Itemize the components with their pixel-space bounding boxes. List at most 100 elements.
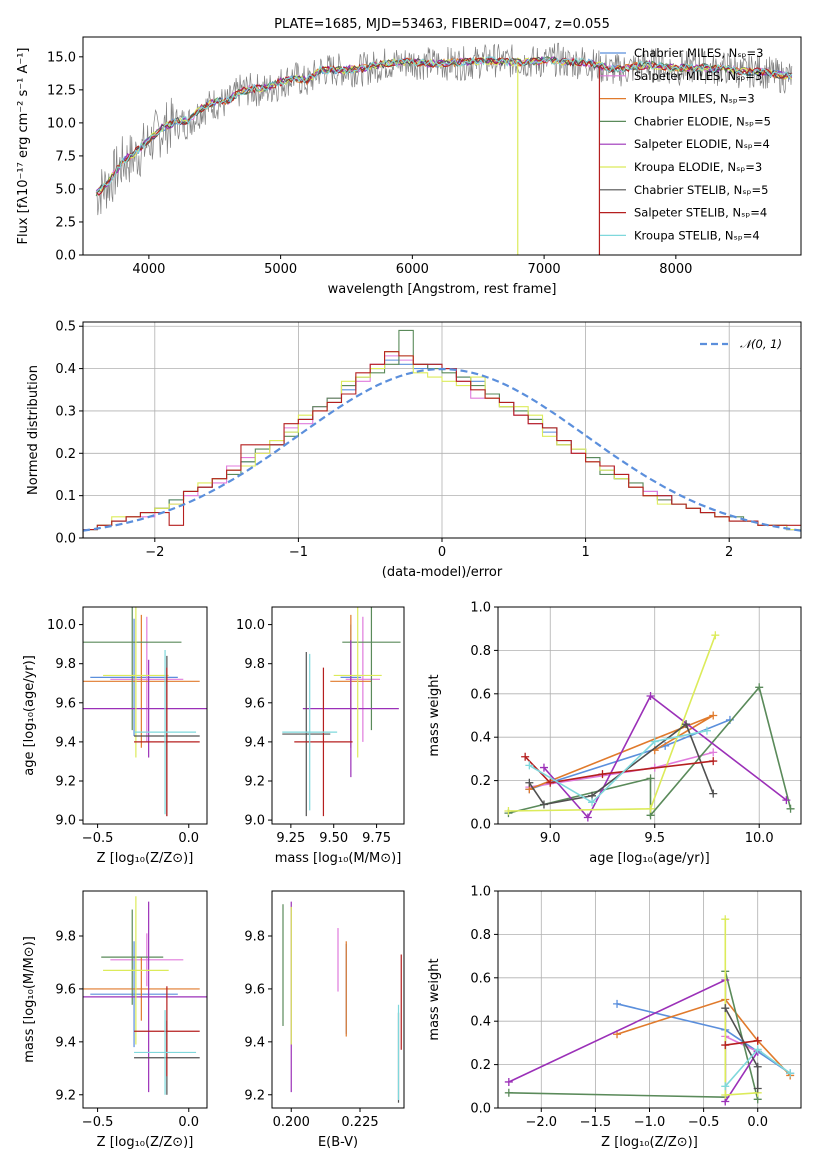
weight-marker-kroupa_stelib <box>721 1082 730 1091</box>
weight-z-xtick-label: −1.5 <box>580 1115 612 1130</box>
spectrum-frame <box>82 36 802 256</box>
weight-marker-salpeter_miles <box>709 748 718 757</box>
legend-label-kroupa_elodie: Kroupa ELODIE, Nₛₚ=3 <box>634 160 762 174</box>
legend-label-chabrier_elodie: Chabrier ELODIE, Nₛₚ=5 <box>634 114 771 128</box>
spectrum-ytick-label: 0.0 <box>55 249 76 264</box>
weight-marker-kroupa_stelib <box>753 1045 762 1054</box>
histogram-kroupa_elodie <box>83 351 801 538</box>
weight-age-xtick-label: 9.5 <box>644 831 665 846</box>
weight-age-ytick-label: 0.4 <box>470 731 491 746</box>
weight-line-salpeter_elodie <box>543 694 787 819</box>
age-mass-ytick-label: 10.0 <box>236 618 265 633</box>
legend-label-kroupa_stelib: Kroupa STELIB, Nₛₚ=4 <box>634 228 760 242</box>
model-line-kroupa_stelib <box>95 56 793 193</box>
residuals-xtick-label: 0 <box>438 545 446 560</box>
weight-marker-chabrier_elodie <box>504 1088 513 1097</box>
residual-plot <box>83 329 801 538</box>
age-z-ytick-label: 9.4 <box>55 735 76 750</box>
residuals-xtick-label: −1 <box>289 545 308 560</box>
age-mass-plot <box>282 607 401 817</box>
weight-marker-kroupa_stelib <box>786 1069 795 1078</box>
residuals-ytick-label: 0.1 <box>55 489 76 504</box>
weight-z-frame <box>497 890 802 1109</box>
weight-age-xtick-label: 10.0 <box>745 831 774 846</box>
residuals-xtick-label: 1 <box>581 545 589 560</box>
spectrum-xtick-label: 8000 <box>659 262 692 277</box>
residuals-xtick-label: −2 <box>145 545 164 560</box>
weight-z-ytick-label: 0.0 <box>470 1102 491 1117</box>
mass-z-ytick-label: 9.6 <box>55 982 76 997</box>
spectrum-ytick-label: 5.0 <box>55 182 76 197</box>
legend-label-salpeter_miles: Salpeter MILES, Nₛₚ=3 <box>634 69 762 83</box>
weight-age-ytick-label: 0.8 <box>470 644 491 659</box>
spectrum-ytick-label: 7.5 <box>55 149 76 164</box>
legend-label-chabrier_miles: Chabrier MILES, Nₛₚ=3 <box>634 46 763 60</box>
residuals-ytick-label: 0.4 <box>55 362 76 377</box>
spectrum-xtick-label: 7000 <box>528 262 561 277</box>
weight-age-ytick-label: 0.2 <box>470 774 491 789</box>
weight-line-salpeter_elodie <box>508 978 759 1105</box>
weight-age-ytick-label: 0.6 <box>470 687 491 702</box>
weight-marker-kroupa_elodie <box>711 631 720 640</box>
weight-line-salpeter_miles <box>724 1035 759 1053</box>
weight-z-ytick-label: 1.0 <box>470 885 491 900</box>
weight-marker-salpeter_stelib <box>709 757 718 766</box>
mass-z-xtick-label: 0.0 <box>178 1115 199 1130</box>
age-mass-ytick-label: 9.8 <box>244 657 265 672</box>
weight-marker-salpeter_stelib <box>721 1041 730 1050</box>
age-z-ylabel: age [log₁₀(age/yr)] <box>22 655 37 776</box>
weight-marker-chabrier_elodie <box>786 804 795 813</box>
weight-z-ytick-label: 0.8 <box>470 928 491 943</box>
weight-z-xtick-label: −1.0 <box>634 1115 666 1130</box>
residuals-ytick-label: 0.3 <box>55 404 76 419</box>
weight-marker-salpeter_elodie <box>782 796 791 805</box>
normal-curve <box>83 367 801 532</box>
weight-marker-kroupa_miles <box>709 711 718 720</box>
weight-line-chabrier_elodie <box>508 971 759 1100</box>
residuals-ytick-label: 0.5 <box>55 320 76 335</box>
spectrum-ytick-label: 10.0 <box>47 116 76 131</box>
weight-marker-chabrier_stelib <box>721 1004 730 1013</box>
weight-marker-chabrier_elodie <box>646 774 655 783</box>
mass-ebv-ytick-label: 9.4 <box>244 1035 265 1050</box>
weight-marker-chabrier_stelib <box>682 720 691 729</box>
weight-z-xlabel: Z [log₁₀(Z/Z⊙)] <box>601 1135 698 1150</box>
age-mass-frame <box>271 606 405 825</box>
model-line-salpeter_stelib <box>95 57 793 196</box>
weight-line-chabrier_miles <box>529 719 731 791</box>
weight-marker-salpeter_stelib <box>521 752 530 761</box>
weight-marker-salpeter_stelib <box>753 1036 762 1045</box>
spectrum-ytick-label: 2.5 <box>55 215 76 230</box>
age-mass-xtick-label: 9.50 <box>319 831 348 846</box>
age-z-ytick-label: 9.8 <box>55 657 76 672</box>
weight-marker-kroupa_stelib <box>588 798 597 807</box>
weight-z-ylabel: mass weight <box>427 958 442 1040</box>
weight-marker-chabrier_elodie <box>755 683 764 692</box>
residuals-ytick-label: 0.2 <box>55 447 76 462</box>
weight-age-plot <box>504 631 795 822</box>
weight-line-kroupa_miles <box>616 998 791 1077</box>
weight-marker-kroupa_stelib <box>650 737 659 746</box>
mass-z-plot <box>83 896 207 1095</box>
age-z-frame <box>82 606 208 825</box>
weight-z-xtick-label: 0.0 <box>747 1115 768 1130</box>
residuals-xlabel: (data-model)/error <box>382 565 503 580</box>
weight-age-ytick-label: 0.0 <box>470 818 491 833</box>
age-z-xtick-label: −0.5 <box>82 831 114 846</box>
mass-z-xtick-label: −0.5 <box>82 1115 114 1130</box>
data-spectrum-line <box>95 42 793 216</box>
weight-marker-chabrier_stelib <box>753 1084 762 1093</box>
weight-marker-salpeter_elodie <box>504 1077 513 1086</box>
age-mass-ytick-label: 9.0 <box>244 814 265 829</box>
mass-ebv-xlabel: E(B-V) <box>318 1135 358 1150</box>
mass-ebv-plot <box>282 901 402 1103</box>
age-z-xtick-label: 0.0 <box>178 831 199 846</box>
mass-ebv-frame <box>271 890 405 1109</box>
weight-age-ytick-label: 1.0 <box>470 601 491 616</box>
age-z-ytick-label: 9.6 <box>55 696 76 711</box>
mass-ebv-ytick-label: 9.2 <box>244 1088 265 1103</box>
age-mass-xtick-label: 9.25 <box>276 831 305 846</box>
age-mass-xtick-label: 9.75 <box>362 831 391 846</box>
spectrum-ytick-label: 12.5 <box>47 83 76 98</box>
